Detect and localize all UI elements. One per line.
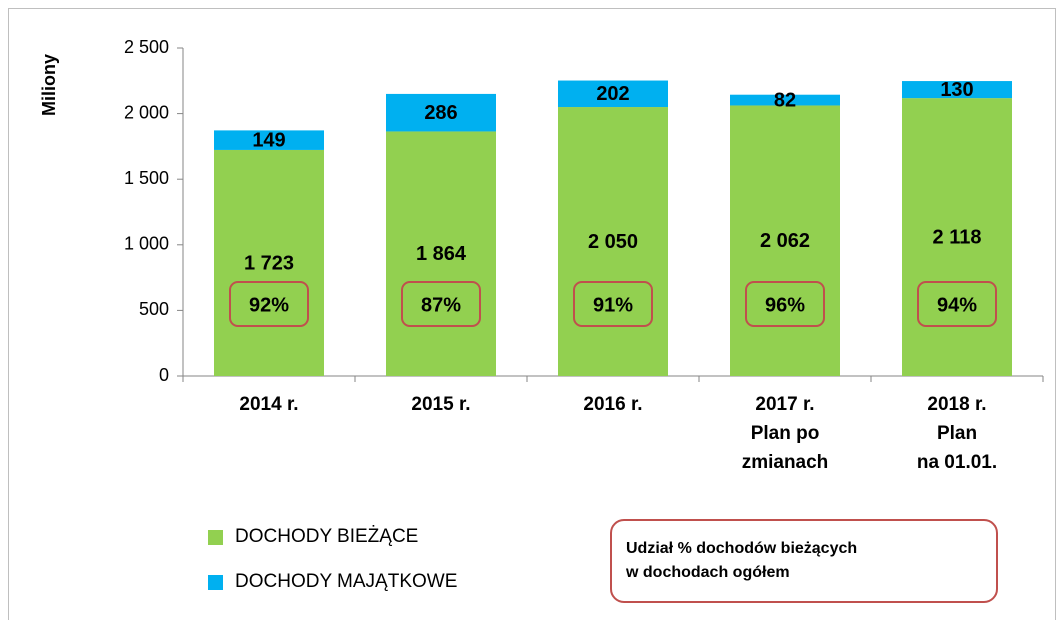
bar-segment: [902, 98, 1012, 376]
bar-segment: [558, 107, 668, 376]
share-label: 91%: [593, 294, 633, 316]
legend-label: DOCHODY BIEŻĄCE: [235, 526, 419, 547]
data-label: 286: [424, 102, 457, 124]
y-tick-label: 1 000: [124, 234, 169, 254]
bar-segment: [730, 94, 840, 106]
data-label: 202: [596, 83, 629, 105]
y-tick-label: 0: [159, 365, 169, 385]
bar-segment: [214, 149, 324, 376]
share-box: [573, 281, 653, 327]
bar-segment: [902, 81, 1012, 99]
x-tick-label: 2017 r. Plan po zmianach: [741, 394, 829, 473]
frame: [8, 8, 1056, 620]
share-box: [401, 281, 481, 327]
data-label: 2 118: [933, 226, 982, 248]
data-label: 2 050: [588, 231, 638, 253]
share-label: 96%: [765, 294, 805, 316]
annotation-box: Udział % dochodów bieżących w dochodach …: [610, 519, 998, 603]
data-label: 1 864: [416, 243, 467, 265]
bar-segment: [386, 131, 496, 376]
x-tick-label: 2015 r.: [411, 394, 471, 415]
share-box: [917, 281, 997, 327]
data-label: 1 723: [244, 252, 294, 274]
y-tick-label: 1 500: [124, 168, 169, 188]
bar-segment: [730, 105, 840, 376]
data-label: 2 062: [760, 230, 810, 252]
legend-swatch: [208, 529, 223, 545]
legend-item: DOCHODY BIEŻĄCE: [208, 526, 418, 548]
x-tick-label: 2018 r. Plan na 01.01.: [916, 394, 998, 473]
share-label: 94%: [937, 294, 977, 316]
x-tick-label: 2016 r.: [583, 394, 643, 415]
bar-segment: [386, 93, 496, 132]
y-tick-label: 2 000: [124, 102, 169, 122]
x-tick-label: 2014 r.: [239, 394, 299, 415]
data-label: 149: [252, 129, 285, 151]
legend-item: DOCHODY MAJĄTKOWE: [208, 571, 457, 593]
y-tick-label: 500: [139, 299, 169, 319]
share-label: 87%: [421, 294, 461, 316]
legend-label: DOCHODY MAJĄTKOWE: [235, 571, 458, 592]
legend-swatch: [208, 574, 223, 590]
share-box: [229, 281, 309, 327]
y-axis-label: Miliony: [39, 54, 59, 116]
data-label: 130: [940, 79, 973, 101]
share-box: [745, 281, 825, 327]
share-label: 92%: [249, 294, 289, 316]
bar-segment: [214, 130, 324, 150]
bar-segment: [558, 80, 668, 108]
data-label: 82: [774, 89, 796, 111]
y-tick-label: 2 500: [124, 37, 169, 57]
